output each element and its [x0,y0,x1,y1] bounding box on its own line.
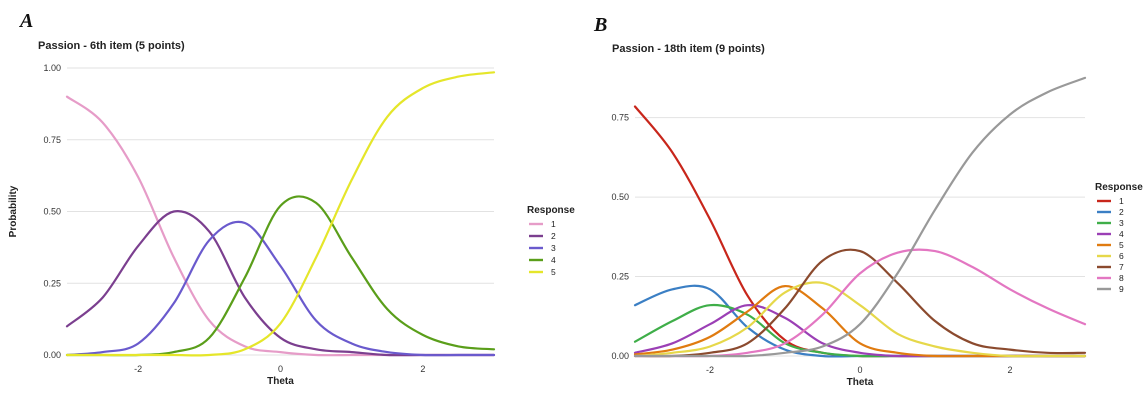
y-axis-label: Probability [8,185,19,237]
y-tick-label: 0.25 [611,272,629,282]
series-line-2 [633,284,1087,358]
plot-area-b: 0.00 0.25 0.50 0.75 -2 0 2 Theta [611,76,1087,388]
legend-label-4: 4 [1119,229,1124,239]
legend-label-5: 5 [1119,240,1124,250]
panel-a-letter: A [20,10,34,32]
x-tick-label: 0 [857,365,862,375]
y-tick-label: 0.00 [43,350,61,360]
legend-label-5: 5 [551,267,556,277]
legend-title: Response [1095,182,1143,193]
x-tick-label: 2 [420,364,425,374]
y-tick-label: 0.75 [611,113,629,123]
legend-title: Response [527,205,575,216]
x-axis-label: Theta [267,376,294,387]
legend-label-2: 2 [1119,207,1124,217]
chart-a: 0.00 0.25 0.50 0.75 1.00 -2 0 2 Theta Probability… [8,63,575,387]
x-axis-label: Theta [847,377,874,388]
legend-label-3: 3 [1119,218,1124,228]
legend-a: Response 1 2 3 4 5 [527,205,575,277]
legend-label-1: 1 [1119,196,1124,206]
y-tick-label: 0.75 [43,135,61,145]
series-line-3 [65,220,496,357]
series-line-7 [633,248,1087,358]
panel-a-title: Passion - 6th item (5 points) [38,40,185,52]
series-line-5 [633,284,1087,358]
legend-label-3: 3 [551,243,556,253]
panel-b-letter: B [594,14,608,36]
series-line-9 [633,76,1087,358]
x-tick-label: 0 [278,364,283,374]
legend-label-1: 1 [551,219,556,229]
y-tick-label: 0.00 [611,351,629,361]
legend-label-6: 6 [1119,251,1124,261]
y-tick-label: 0.50 [43,207,61,217]
series-line-6 [633,281,1087,358]
x-tick-label: 2 [1007,365,1012,375]
chart-b: 0.000.250.500.75-2 0 2ThetaResponse1234567… [611,76,1143,388]
legend-label-8: 8 [1119,273,1124,283]
series-line-1 [633,105,1087,358]
legend-label-9: 9 [1119,284,1124,294]
plot-area-a: 0.00 0.25 0.50 0.75 1.00 -2 0 2 Theta Probability [8,63,496,387]
y-tick-label: 0.50 [611,192,629,202]
x-tick-label: -2 [706,365,714,375]
legend-label-2: 2 [551,231,556,241]
panel-b-title: Passion - 18th item (9 points) [612,43,765,55]
y-tick-label: 0.25 [43,278,61,288]
x-tick-label: -2 [134,364,142,374]
series-line-4 [65,195,496,357]
series-line-1 [65,95,496,357]
legend-label-4: 4 [551,255,556,265]
y-tick-label: 1.00 [43,63,61,73]
legend-label-7: 7 [1119,262,1124,272]
series-line-5 [65,71,496,357]
